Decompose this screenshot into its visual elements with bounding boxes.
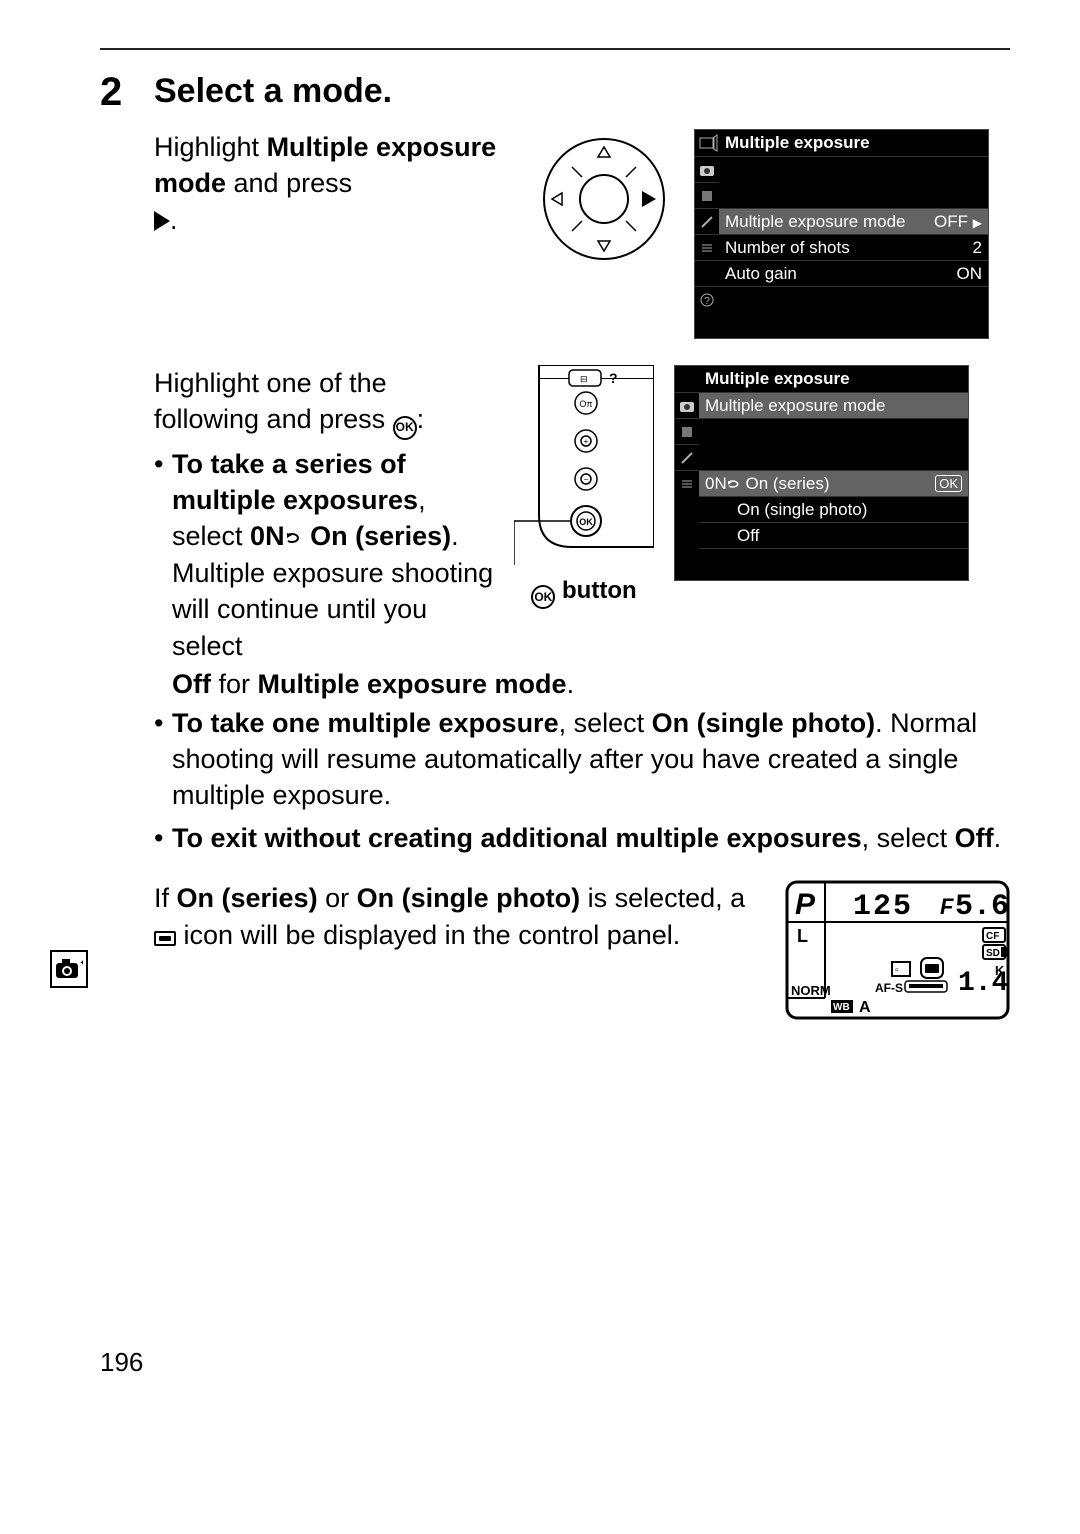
svg-text:NORM: NORM (791, 983, 831, 998)
menu-screenshot-1: Multiple exposure ? (694, 129, 989, 339)
bullet-single: To take one multiple exposure, select On… (172, 705, 1010, 814)
svg-text:K: K (995, 963, 1005, 978)
step-number: 2 (100, 72, 136, 1020)
svg-text:AF-S: AF-S (875, 981, 903, 995)
menu-row-gain: Auto gain ON (719, 260, 988, 286)
svg-text:−: − (584, 475, 589, 484)
bullet-off: To exit without creating additional mult… (172, 820, 1010, 856)
svg-text:A: A (859, 999, 871, 1016)
page-number: 196 (100, 1347, 143, 1378)
camera-icon (679, 399, 695, 413)
menu-screenshot-2: Multiple exposure Multiple exposure mode (674, 365, 969, 581)
help-icon: ? (700, 293, 714, 307)
ok-button-caption: OK button (531, 577, 636, 609)
section-tab-icon: ✦ (50, 950, 88, 988)
svg-text:✦: ✦ (79, 958, 83, 969)
svg-text:⊟: ⊟ (580, 374, 588, 384)
menu1-title: Multiple exposure (719, 133, 870, 153)
menu-row-mode: Multiple exposure mode OFF ▶ (719, 208, 988, 234)
svg-text:P: P (795, 888, 816, 921)
bullet1-cont: Off for Multiple exposure mode. (154, 666, 1010, 702)
menu2-subtitle: Multiple exposure mode (699, 392, 968, 418)
svg-text:125: 125 (853, 890, 913, 924)
svg-text:F: F (940, 894, 954, 919)
ok-icon-inline: OK (393, 416, 417, 440)
continuous-icon (285, 529, 303, 547)
svg-text:L: L (797, 926, 808, 946)
retouch-icon (700, 215, 714, 229)
svg-text:?: ? (704, 296, 710, 307)
svg-text:SD: SD (986, 948, 1000, 959)
svg-text:+: + (584, 437, 589, 446)
multi-exposure-chip-icon (154, 931, 176, 946)
lcd-panel: P 125 F 5.6 L CF SD ▫ NORM (785, 880, 1010, 1020)
menu2-title: Multiple exposure (699, 369, 850, 389)
svg-text:▫: ▫ (895, 965, 899, 976)
ok-icon: OK (531, 585, 555, 609)
pencil-icon (700, 189, 714, 203)
menu-list-icon (700, 241, 714, 255)
camera-icon (699, 163, 715, 177)
svg-text:Oπ: Oπ (579, 399, 592, 409)
pencil-icon (680, 425, 694, 439)
final-paragraph: If On (series) or On (single photo) is s… (154, 880, 755, 953)
svg-text:?: ? (609, 370, 618, 386)
para-highlight-mode: Highlight Multiple exposure mode and pre… (154, 129, 514, 238)
menu-list-icon (680, 477, 694, 491)
ok-badge: OK (935, 475, 962, 492)
svg-text:WB: WB (833, 1002, 850, 1013)
step-title: Select a mode. (154, 72, 1010, 111)
dpad-diagram (534, 129, 674, 269)
bullet-series: To take a series of multiple exposures, … (172, 446, 494, 665)
svg-text:CF: CF (986, 931, 999, 942)
menu-row-shots: Number of shots 2 (719, 234, 988, 260)
retouch-icon (680, 451, 694, 465)
menu2-opt-off: Off (699, 522, 968, 548)
menu2-opt-series: 0N On (series) OK (699, 470, 968, 496)
svg-text:5.6: 5.6 (955, 890, 1009, 924)
svg-text:OK: OK (579, 517, 593, 527)
menu2-opt-single: On (single photo) (699, 496, 968, 522)
camera-back-diagram: ⊟ ? Oπ + − OK (514, 365, 654, 565)
right-arrow-icon (154, 211, 170, 231)
para-highlight-following: Highlight one of the following and press… (154, 365, 494, 670)
